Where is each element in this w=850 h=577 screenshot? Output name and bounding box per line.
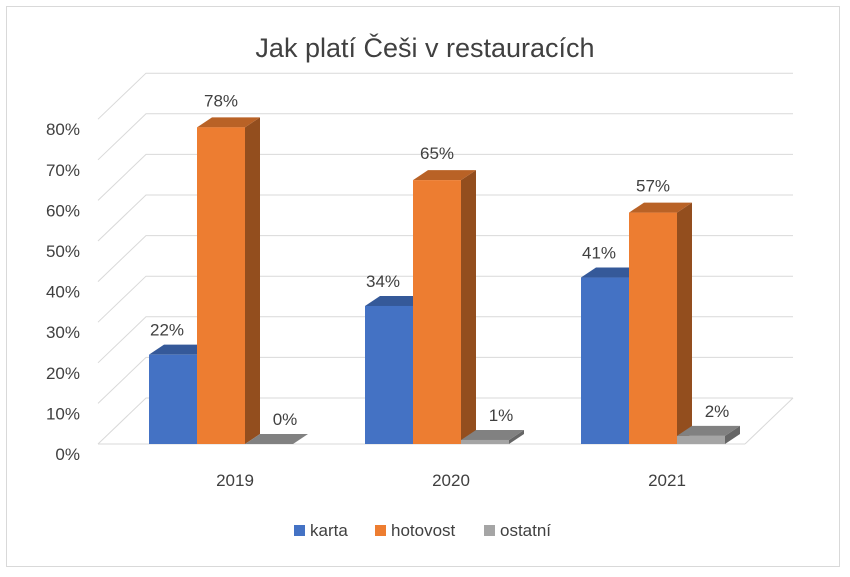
y-tick-label: 70% (46, 161, 80, 180)
bar-side (725, 425, 740, 444)
gridline (97, 275, 793, 323)
bar-side (461, 170, 476, 444)
legend-label: ostatní (500, 521, 551, 540)
gridline (97, 113, 793, 161)
gridline (97, 153, 793, 201)
gridline (97, 235, 793, 282)
gridline (97, 194, 793, 242)
legend: karta hotovost ostatní (294, 521, 551, 540)
legend-label: karta (310, 521, 348, 540)
bar-front (629, 212, 677, 444)
bar-top (413, 170, 476, 181)
bar-ostatní-2019 (245, 434, 308, 444)
bar-front (197, 127, 245, 444)
bar-top (461, 429, 524, 440)
bar-top (197, 117, 260, 128)
legend-swatch (294, 525, 305, 536)
legend-label: hotovost (391, 521, 456, 540)
bar-front (365, 305, 413, 444)
y-tick-label: 0% (55, 445, 80, 464)
y-tick-label: 60% (46, 201, 80, 220)
data-label-karta-2020: 34% (366, 272, 400, 291)
y-tick-label: 10% (46, 404, 80, 423)
bar-side (245, 117, 260, 444)
bar-top (149, 344, 212, 355)
y-tick-label: 20% (46, 364, 80, 383)
chart-title: Jak platí Češi v restauracích (255, 32, 594, 63)
gridline (97, 397, 793, 445)
bar-hotovost-2020 (413, 170, 476, 444)
bar-top (245, 434, 308, 444)
data-label-ostatní-2019: 0% (273, 410, 298, 429)
bar-top (629, 202, 692, 213)
data-label-hotovost-2021: 57% (636, 177, 670, 196)
bar-side (509, 429, 524, 444)
data-label-karta-2021: 41% (582, 244, 616, 263)
y-tick-label: 30% (46, 323, 80, 342)
x-axis-ticks: 2019 2020 2021 (216, 471, 686, 490)
bar-top (365, 295, 428, 306)
bar-front (149, 354, 197, 444)
bar-front (461, 439, 509, 444)
x-tick-label: 2021 (648, 471, 686, 490)
y-tick-label: 80% (46, 120, 80, 139)
data-label-karta-2019: 22% (150, 321, 184, 340)
bar-top (581, 267, 644, 278)
data-label-ostatní-2020: 1% (489, 406, 514, 425)
gridline (97, 72, 793, 120)
bar-ostatní-2021 (677, 425, 740, 444)
floor-edge (744, 397, 794, 445)
y-tick-label: 50% (46, 242, 80, 261)
bar-front (581, 277, 629, 444)
y-axis-ticks: 0% 10% 20% 30% 40% 50% 60% 70% 80% (46, 120, 80, 464)
bar-side (677, 202, 692, 444)
data-label-hotovost-2019: 78% (204, 91, 238, 110)
x-tick-label: 2020 (432, 471, 470, 490)
bar-front (677, 435, 725, 444)
gridline (97, 316, 793, 364)
legend-item-karta: karta (294, 521, 348, 540)
legend-item-hotovost: hotovost (375, 521, 456, 540)
bars: 22% 78% 0% 34% 65% 1% 41% 57% 2% (149, 91, 740, 444)
data-label-ostatní-2021: 2% (705, 402, 730, 421)
bar-top (677, 425, 740, 436)
gridline (97, 356, 793, 404)
bar-hotovost-2021 (629, 202, 692, 444)
legend-swatch (484, 525, 495, 536)
data-label-hotovost-2020: 65% (420, 144, 454, 163)
bar-front (413, 180, 461, 444)
bar-ostatní-2020 (461, 429, 524, 444)
x-tick-label: 2019 (216, 471, 254, 490)
legend-item-ostatní: ostatní (484, 521, 551, 540)
legend-swatch (375, 525, 386, 536)
bar-hotovost-2019 (197, 117, 260, 444)
y-tick-label: 40% (46, 283, 80, 302)
